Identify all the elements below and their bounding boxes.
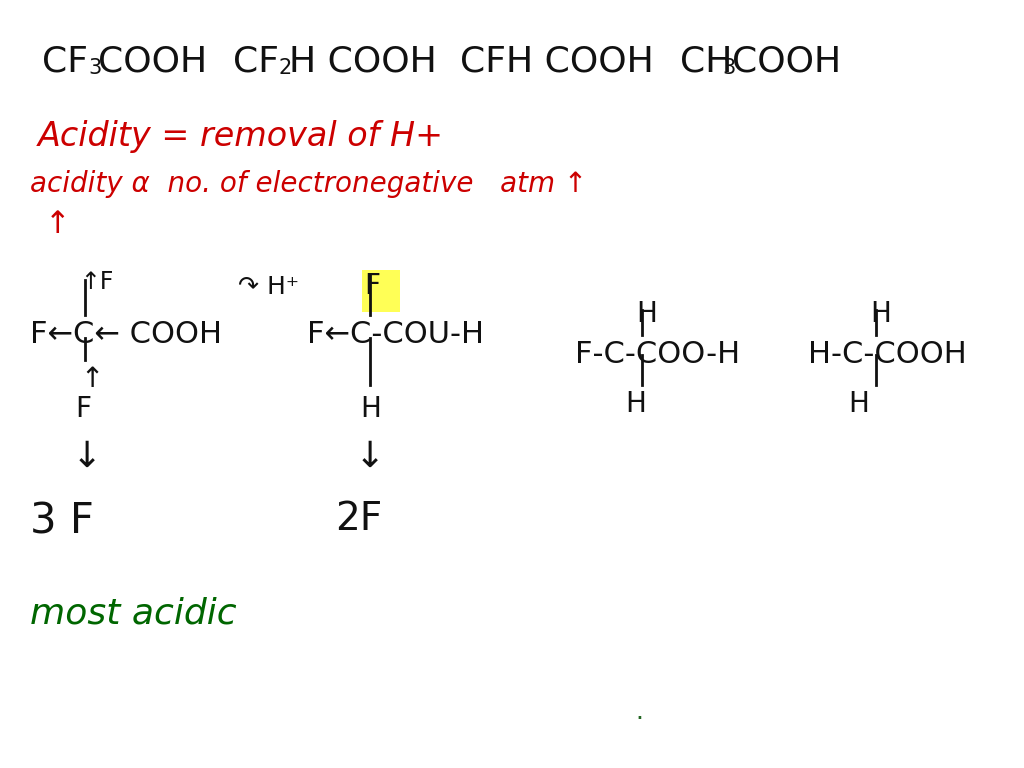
Text: F: F [364,272,380,300]
Text: most acidic: most acidic [30,596,237,630]
Text: ↑: ↑ [80,365,103,393]
Text: CF: CF [42,45,88,79]
Text: ↓: ↓ [355,440,385,474]
Text: ↑F: ↑F [80,270,114,294]
Text: COOH: COOH [732,45,841,79]
Text: F←C-COU-H: F←C-COU-H [307,320,484,349]
Text: CH: CH [680,45,732,79]
Text: H: H [360,395,381,423]
Text: 3 F: 3 F [30,500,94,542]
Text: H: H [848,390,869,418]
Text: F: F [75,395,91,423]
Text: F-C-COO-H: F-C-COO-H [575,340,740,369]
Text: CFH COOH: CFH COOH [460,45,653,79]
Text: H: H [870,300,891,328]
Text: F←C← COOH: F←C← COOH [30,320,222,349]
Text: ↑: ↑ [45,210,71,239]
Text: CF: CF [233,45,279,79]
Bar [362,270,400,312]
Text: 3: 3 [722,58,735,78]
Text: ↷ H⁺: ↷ H⁺ [238,275,299,299]
Text: H-C-COOH: H-C-COOH [808,340,967,369]
Text: 2F: 2F [335,500,382,538]
Text: ↓: ↓ [72,440,102,474]
Text: H: H [625,390,646,418]
Text: 2: 2 [279,58,292,78]
Text: Acidity = removal of H+: Acidity = removal of H+ [38,120,444,153]
Text: acidity α  no. of electronegative   atm ↑: acidity α no. of electronegative atm ↑ [30,170,587,198]
Text: H COOH: H COOH [289,45,437,79]
Text: 3: 3 [88,58,101,78]
Text: .: . [635,700,643,724]
Text: H: H [636,300,656,328]
Text: COOH: COOH [98,45,207,79]
